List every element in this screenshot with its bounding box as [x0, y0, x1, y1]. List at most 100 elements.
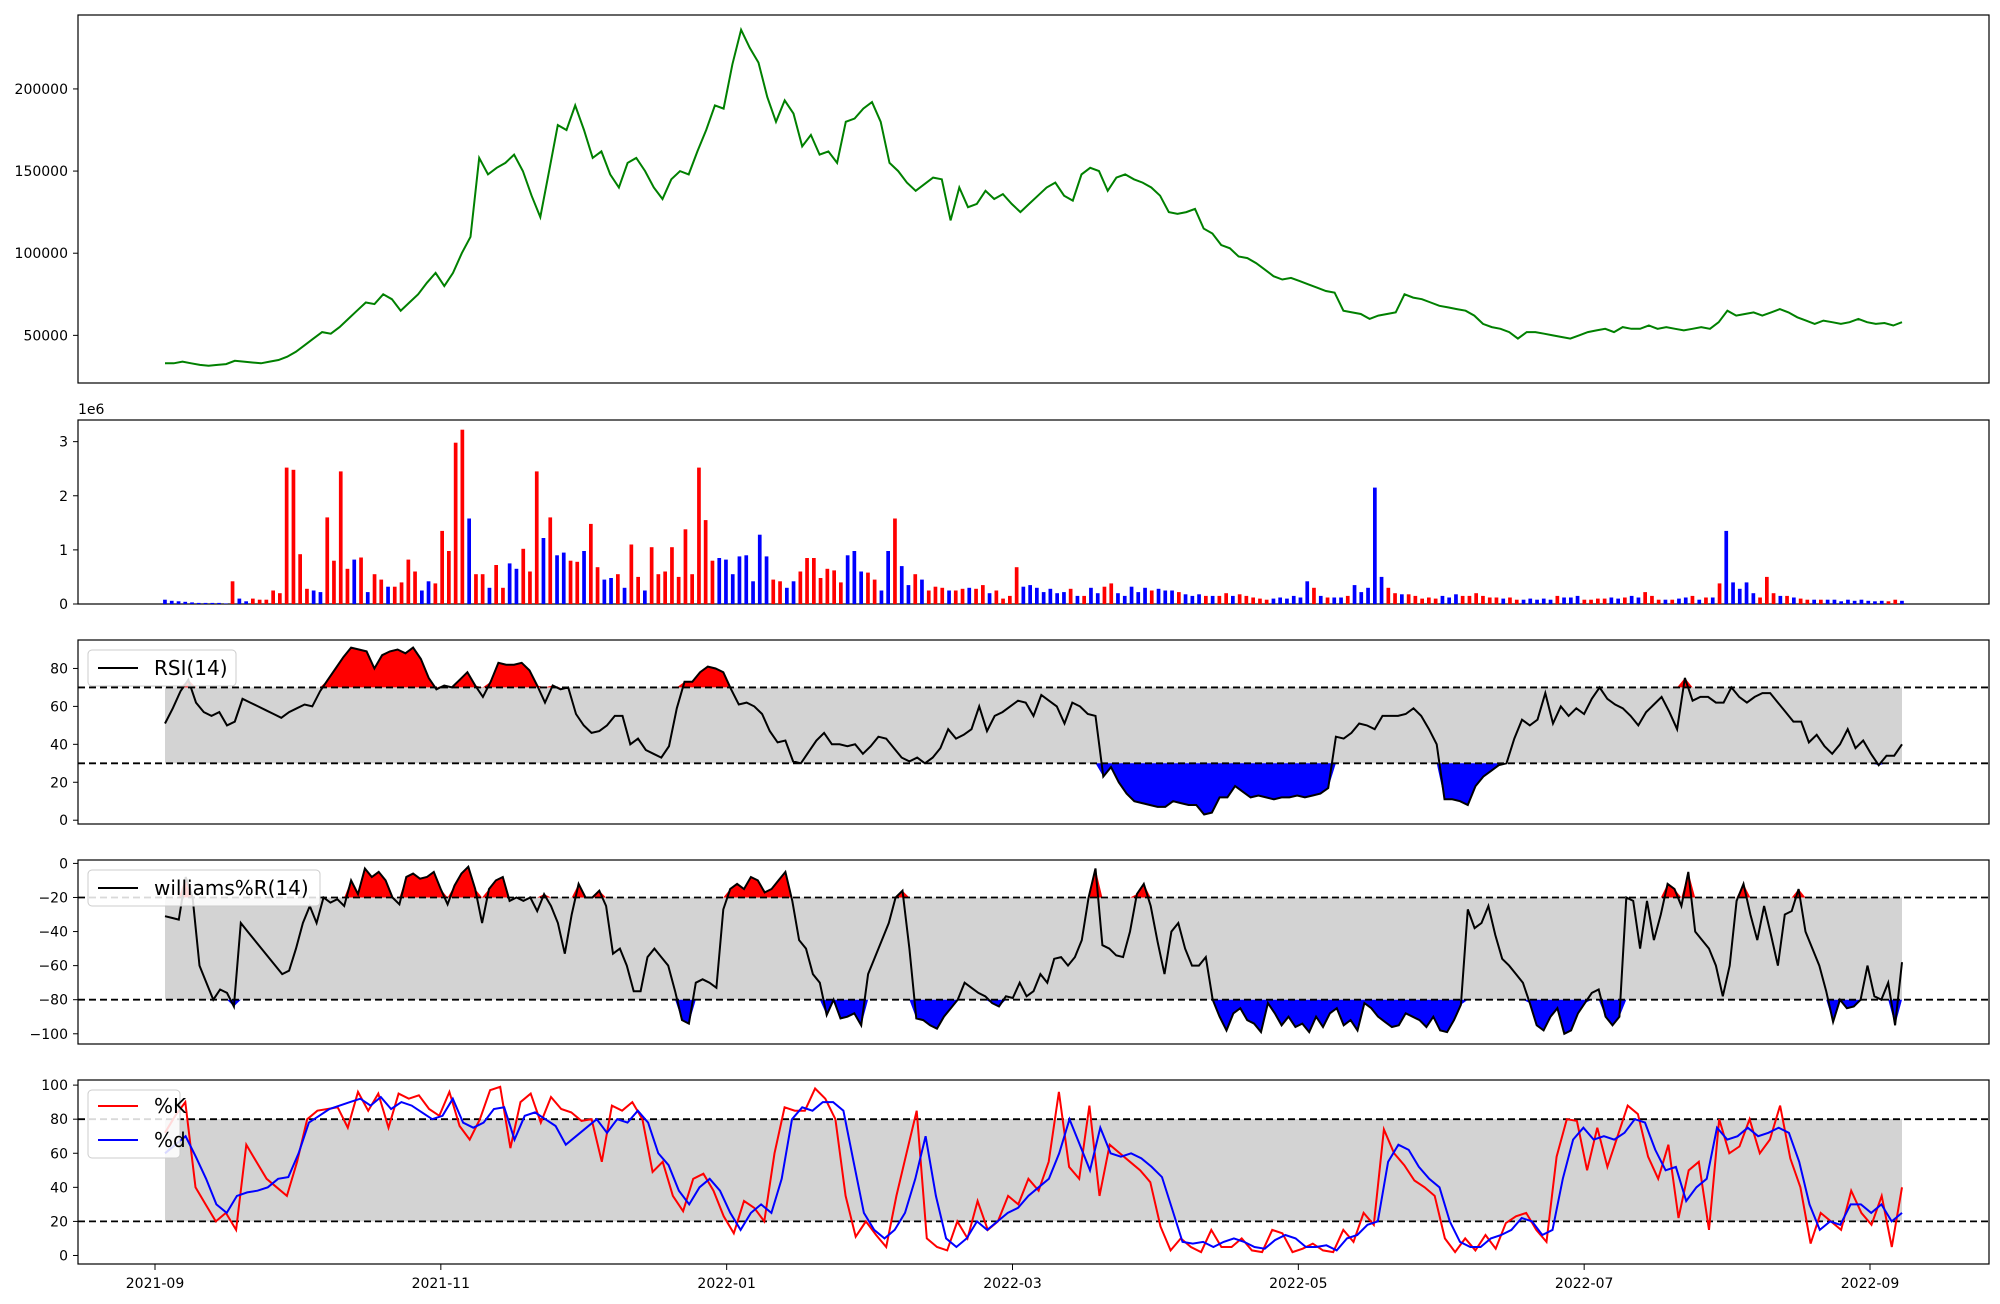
volume-bar	[1359, 592, 1364, 604]
volume-bar	[1021, 586, 1026, 604]
volume-bar	[1474, 593, 1478, 604]
rsi-overbought-fill	[165, 647, 1902, 688]
volume-bar	[785, 587, 789, 604]
volume-bar	[1717, 583, 1722, 604]
wr-band	[165, 897, 1902, 1000]
volume-bar	[730, 574, 735, 604]
volume-bar	[994, 590, 999, 604]
y-tick-label: −100	[30, 1027, 68, 1043]
volume-bar	[947, 590, 951, 604]
volume-bar	[1345, 595, 1350, 604]
volume-bar	[406, 559, 411, 604]
volume-bar	[352, 559, 357, 604]
volume-bar	[1068, 588, 1073, 604]
volume-bar	[1602, 598, 1607, 604]
volume-bar	[338, 471, 343, 604]
volume-bar	[751, 581, 755, 604]
volume-bar	[1062, 592, 1066, 604]
volume-bar	[278, 593, 282, 604]
volume-bar	[1697, 599, 1702, 604]
volume-bar	[1866, 600, 1871, 604]
volume-bar	[1521, 599, 1526, 604]
volume-bar	[1758, 597, 1762, 604]
wr-oversold-fill	[165, 999, 1902, 1034]
volume-bar	[1440, 595, 1445, 604]
volume-bar	[487, 587, 492, 604]
volume-bar	[528, 571, 532, 604]
stochastic-k-line	[164, 1085, 1903, 1254]
volume-bar	[1778, 595, 1783, 604]
volume-bar	[1859, 599, 1864, 604]
volume-bar	[494, 565, 498, 604]
volume-bar	[1656, 599, 1661, 604]
volume-bar	[555, 555, 559, 604]
volume-bar	[467, 518, 471, 604]
volume-bar	[690, 574, 694, 604]
volume-bar	[1541, 598, 1546, 604]
volume-bar	[257, 599, 262, 604]
volume-bar	[1900, 600, 1904, 604]
volume-bar	[1136, 592, 1141, 604]
volume-bar	[1109, 583, 1114, 604]
volume-bar	[1467, 595, 1472, 604]
volume-bar	[1129, 586, 1134, 604]
wr-overbought-fill	[165, 866, 1902, 898]
volume-bar	[1089, 587, 1093, 604]
volume-bar	[1771, 593, 1776, 604]
volume-bar	[798, 571, 803, 604]
y-tick-label: 60	[50, 699, 68, 715]
x-tick-label: 2022-07	[1555, 1276, 1614, 1292]
volume-bar	[196, 602, 201, 604]
volume-bar	[183, 601, 188, 604]
volume-bar	[1122, 595, 1127, 604]
volume-bar	[541, 538, 546, 604]
volume-bar	[1406, 594, 1411, 604]
volume-bar	[1839, 601, 1843, 604]
volume-bar	[224, 603, 228, 604]
volume-bar	[1271, 598, 1276, 604]
volume-bar	[710, 560, 715, 604]
volume-bar	[906, 585, 911, 604]
volume-bar	[1683, 597, 1688, 604]
volume-bar	[670, 547, 674, 604]
volume-bar	[595, 567, 600, 604]
volume-bar	[1433, 598, 1438, 604]
y-tick-label: 1	[59, 543, 68, 559]
volume-bar	[1318, 595, 1323, 604]
volume-offset-label: 1e6	[78, 402, 105, 418]
volume-bar	[345, 568, 350, 604]
volume-bar	[379, 579, 384, 604]
x-tick-label: 2022-09	[1841, 1276, 1900, 1292]
rsi-oversold-fill	[165, 763, 1902, 815]
volume-bar	[832, 570, 836, 604]
date-x-ticks: 2021-09 2021-11 2022-01 2022-03 2022-05 2022-…	[126, 1264, 1900, 1292]
volume-bar	[447, 551, 451, 604]
volume-bar	[1636, 597, 1641, 604]
volume-bar	[1332, 597, 1337, 604]
volume-bar	[879, 590, 884, 604]
volume-bar	[1204, 595, 1208, 604]
volume-bar	[1494, 597, 1499, 604]
volume-bar	[1846, 599, 1850, 604]
volume-bar	[1197, 594, 1201, 604]
y-tick-label: 100000	[15, 246, 68, 262]
volume-bar	[1731, 582, 1735, 604]
volume-bar	[1487, 597, 1492, 604]
volume-bar	[1670, 599, 1675, 604]
volume-bar	[548, 517, 553, 604]
volume-bar	[420, 590, 424, 604]
volume-bar	[1819, 599, 1823, 604]
volume-bar	[812, 558, 816, 604]
volume-bar	[866, 572, 870, 604]
volume-bar	[1298, 597, 1303, 604]
volume-bar	[332, 560, 336, 604]
volume-bar	[534, 471, 539, 604]
volume-bar	[1569, 597, 1573, 604]
volume-bar	[1798, 598, 1803, 604]
d-legend-label: %d	[154, 1128, 186, 1152]
williams-legend-box	[87, 869, 321, 907]
volume-bar	[1582, 599, 1587, 604]
volume-bar	[859, 571, 863, 604]
volume-bar	[264, 599, 269, 604]
